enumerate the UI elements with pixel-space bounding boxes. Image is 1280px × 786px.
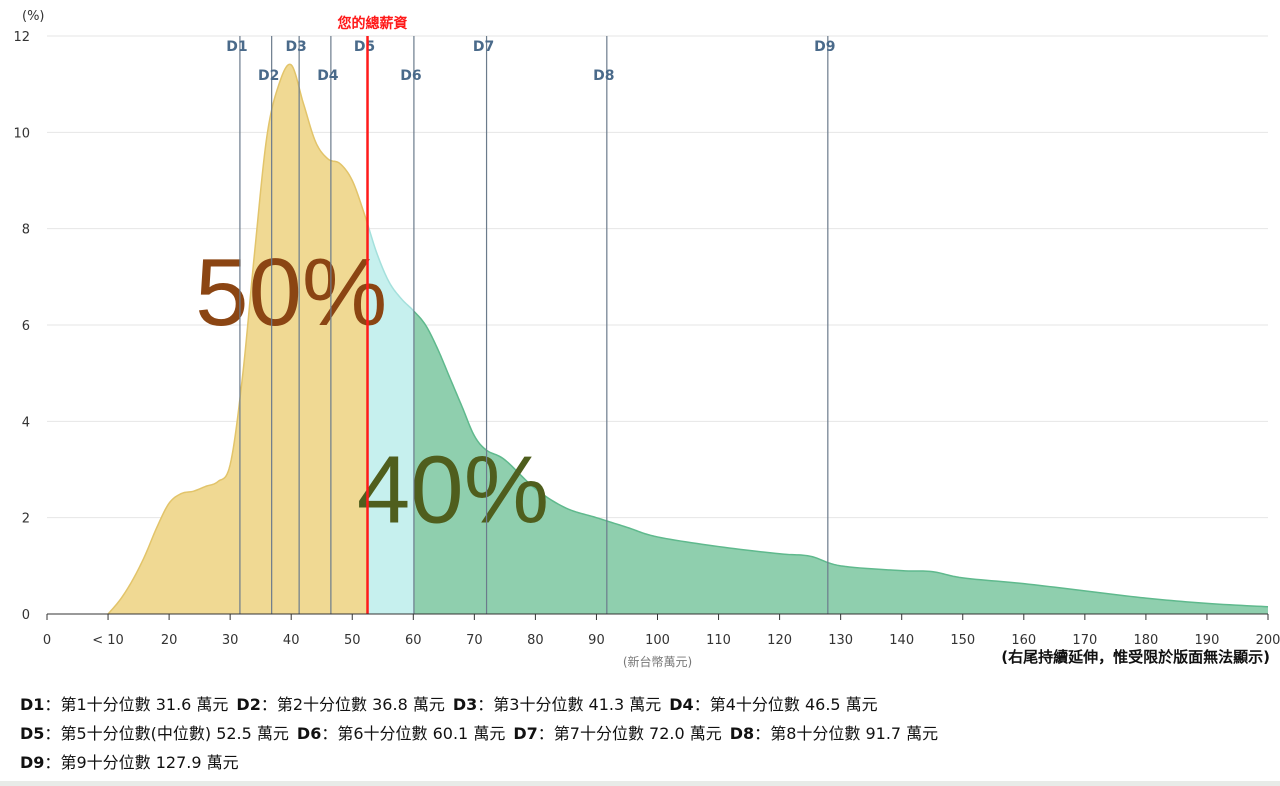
y-tick-label: 12 bbox=[13, 30, 30, 45]
decile-label: D5 bbox=[354, 39, 375, 55]
x-tick-label: 20 bbox=[161, 633, 178, 648]
x-tick-label: 110 bbox=[706, 633, 731, 648]
share-label: 50% bbox=[195, 239, 387, 346]
legend-item: D2：第2十分位數 36.8 萬元 bbox=[236, 695, 444, 714]
legend-key: D9 bbox=[20, 753, 45, 772]
y-tick-label: 0 bbox=[22, 608, 30, 623]
your-salary-label: 您的總薪資 bbox=[338, 15, 408, 32]
decile-label: D6 bbox=[400, 68, 421, 84]
legend-item: D6：第6十分位數 60.1 萬元 bbox=[297, 724, 505, 743]
x-tick-label: 170 bbox=[1072, 633, 1097, 648]
bottom-edge bbox=[0, 781, 1280, 786]
x-tick-label: 180 bbox=[1133, 633, 1158, 648]
y-unit-label: (%) bbox=[22, 9, 45, 24]
decile-label: D1 bbox=[226, 39, 247, 55]
legend-separator: ： bbox=[693, 695, 710, 714]
legend-desc: 第9十分位數 127.9 萬元 bbox=[60, 753, 239, 772]
legend-desc: 第7十分位數 72.0 萬元 bbox=[553, 724, 722, 743]
salary-distribution-chart: 0 2 4 6 8 10 12 (%) 50% 40% D1 D2 D3 D4 D5 D6 D7 D8 D9 您… bbox=[13, 9, 1280, 669]
x-tick-label: < 10 bbox=[92, 633, 124, 648]
decile-label: D3 bbox=[285, 39, 306, 55]
legend-separator: ： bbox=[754, 724, 771, 743]
legend-key: D3 bbox=[452, 695, 478, 714]
density-outline bbox=[107, 63, 369, 615]
legend-desc: 第1十分位數 31.6 萬元 bbox=[60, 695, 229, 714]
legend-item: D7：第7十分位數 72.0 萬元 bbox=[513, 724, 721, 743]
legend-key: D2 bbox=[236, 695, 261, 714]
x-tick-label: 190 bbox=[1195, 633, 1220, 648]
density-region bbox=[108, 64, 368, 614]
legend-key: D5 bbox=[20, 724, 45, 743]
x-tick-label: 160 bbox=[1011, 633, 1036, 648]
legend-desc: 第2十分位數 36.8 萬元 bbox=[276, 695, 445, 714]
legend-key: D6 bbox=[296, 724, 322, 743]
share-label: 40% bbox=[357, 436, 549, 543]
legend-item: D3：第3十分位數 41.3 萬元 bbox=[453, 695, 661, 714]
legend-desc: 第4十分位數 46.5 萬元 bbox=[709, 695, 878, 714]
decile-label: D7 bbox=[473, 39, 494, 55]
decile-legend: D1：第1十分位數 31.6 萬元 D2：第2十分位數 36.8 萬元 D3：第3十… bbox=[20, 690, 1270, 777]
x-tick-label: 80 bbox=[527, 633, 544, 648]
density-areas bbox=[107, 63, 1269, 615]
density-region bbox=[367, 223, 414, 614]
legend-separator: ： bbox=[321, 724, 338, 743]
x-tick-label: 30 bbox=[222, 633, 239, 648]
legend-item: D1：第1十分位數 31.6 萬元 bbox=[20, 695, 228, 714]
decile-label: D4 bbox=[317, 68, 339, 84]
legend-item: D4：第4十分位數 46.5 萬元 bbox=[669, 695, 877, 714]
decile-label: D8 bbox=[593, 68, 614, 84]
x-tick-label: 60 bbox=[405, 633, 422, 648]
legend-separator: ： bbox=[44, 753, 61, 772]
legend-key: D4 bbox=[669, 695, 694, 714]
decile-label: D2 bbox=[258, 68, 279, 84]
decile-label: D9 bbox=[814, 39, 835, 55]
legend-separator: ： bbox=[44, 695, 61, 714]
legend-desc: 第8十分位數 91.7 萬元 bbox=[770, 724, 939, 743]
x-tick-label: 40 bbox=[283, 633, 300, 648]
y-tick-label: 2 bbox=[22, 512, 30, 527]
legend-separator: ： bbox=[477, 695, 494, 714]
legend-item: D8：第8十分位數 91.7 萬元 bbox=[730, 724, 938, 743]
density-region bbox=[413, 311, 1268, 614]
decile-lines: D1 D2 D3 D4 D5 D6 D7 D8 D9 bbox=[226, 36, 836, 614]
x-tick-label: 130 bbox=[828, 633, 853, 648]
legend-separator: ： bbox=[537, 724, 554, 743]
legend-desc: 第3十分位數 41.3 萬元 bbox=[493, 695, 662, 714]
legend-desc: 第5十分位數(中位數) 52.5 萬元 bbox=[60, 724, 289, 743]
legend-key: D1 bbox=[20, 695, 45, 714]
share-labels: 50% 40% bbox=[195, 239, 549, 543]
x-tick-label: 150 bbox=[950, 633, 975, 648]
x-tick-label: 90 bbox=[588, 633, 605, 648]
x-tick-label: 140 bbox=[889, 633, 914, 648]
y-tick-label: 10 bbox=[13, 126, 30, 141]
x-tick-label: 100 bbox=[645, 633, 670, 648]
y-tick-label: 8 bbox=[22, 223, 30, 238]
legend-separator: ： bbox=[260, 695, 277, 714]
legend-key: D8 bbox=[729, 724, 755, 743]
your-salary-marker: 您的總薪資 bbox=[338, 15, 408, 614]
legend-item: D5：第5十分位數(中位數) 52.5 萬元 bbox=[20, 724, 289, 743]
x-tick-label: 120 bbox=[767, 633, 792, 648]
density-outline bbox=[366, 223, 415, 312]
x-tick-label: 50 bbox=[344, 633, 361, 648]
legend-key: D7 bbox=[513, 724, 538, 743]
x-axis-title: (新台幣萬元) bbox=[623, 654, 692, 669]
x-tick-label: 200 bbox=[1256, 633, 1280, 648]
legend-item: D9：第9十分位數 127.9 萬元 bbox=[20, 753, 239, 772]
legend-separator: ： bbox=[44, 724, 61, 743]
x-axis-note: (右尾持續延伸，惟受限於版面無法顯示) bbox=[1001, 648, 1270, 666]
x-tick-label: 0 bbox=[43, 633, 51, 648]
y-tick-label: 6 bbox=[22, 319, 30, 334]
axes: 0 < 10 20 30 40 50 60 70 80 90 100 110 120 130 140 150 1… bbox=[43, 613, 1280, 669]
y-tick-label: 4 bbox=[22, 415, 30, 430]
legend-desc: 第6十分位數 60.1 萬元 bbox=[337, 724, 506, 743]
x-tick-label: 70 bbox=[466, 633, 483, 648]
density-outline bbox=[413, 310, 1269, 608]
